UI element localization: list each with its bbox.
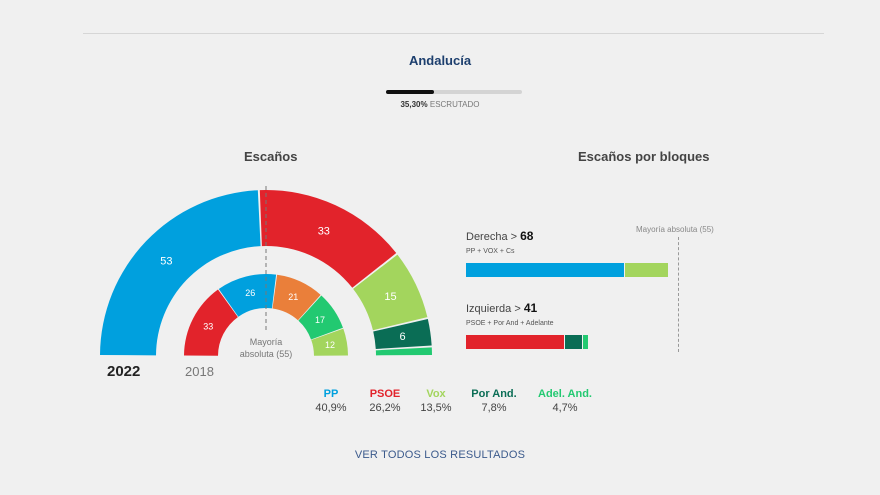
legend-item-vox: Vox 13,5% bbox=[396, 388, 476, 414]
blocks-title: Escaños por bloques bbox=[578, 149, 710, 164]
legend-party-name: PP bbox=[323, 388, 339, 400]
bar-right-segment-pp bbox=[466, 263, 624, 277]
region-title: Andalucía bbox=[408, 53, 472, 68]
hemicycle-2022-segment-pp bbox=[100, 190, 261, 356]
legend-party-pct: 4,7% bbox=[552, 402, 578, 414]
legend-party-pct: 26,2% bbox=[369, 402, 401, 414]
legend-item-pp: PP 40,9% bbox=[291, 388, 371, 414]
bar-left-segment-psoe bbox=[466, 335, 564, 349]
hemicycle-2018-seat-label-psoe: 33 bbox=[203, 321, 213, 331]
block-right-members: PP + VOX + Cs bbox=[466, 248, 515, 255]
hemicycle-majority-label-line-2: absoluta (55) bbox=[240, 349, 293, 359]
legend-item-por-and: Por And. 7,8% bbox=[454, 388, 534, 414]
legend-party-name: Adel. And. bbox=[538, 388, 592, 400]
hemicycle-2022-segment-psoe bbox=[259, 190, 397, 288]
block-left-members: PSOE + Por And + Adelante bbox=[466, 320, 554, 327]
hemicycle-2018-seat-label-cs: 21 bbox=[288, 292, 298, 302]
block-left-label: Izquierda > 41 bbox=[466, 301, 538, 315]
hemicycle-2018-segment-psoe bbox=[184, 289, 238, 356]
legend-party-pct: 7,8% bbox=[481, 402, 507, 414]
legend-item-adel-and: Adel. And. 4,7% bbox=[525, 388, 605, 414]
hemicycle-majority-label-line-1: Mayoría bbox=[250, 337, 283, 347]
block-right-name: Derecha bbox=[466, 231, 508, 243]
legend-party-name: Vox bbox=[426, 388, 446, 400]
hemicycle-2022-segment-vox bbox=[353, 254, 428, 331]
blocks-majority-label: Mayoría absoluta (55) bbox=[636, 225, 714, 234]
all-results-link[interactable]: VER TODOS LOS RESULTADOS bbox=[354, 449, 526, 461]
hemicycle-2022-seat-label-psoe: 33 bbox=[318, 226, 330, 238]
block-left-name: Izquierda bbox=[466, 303, 512, 315]
legend-item-psoe: PSOE 26,2% bbox=[345, 388, 425, 414]
hemicycle-2022-seat-label-vox: 15 bbox=[384, 291, 396, 303]
legend-party-pct: 13,5% bbox=[420, 402, 452, 414]
hemicycle-2018-seat-label-pp: 26 bbox=[245, 288, 255, 298]
legend-party-name: PSOE bbox=[369, 388, 401, 400]
legend-party-name: Por And. bbox=[471, 388, 517, 400]
hemicycle-2018-seat-label-adelante: 17 bbox=[315, 315, 325, 325]
block-right-label: Derecha > 68 bbox=[466, 229, 534, 243]
blocks-majority-line bbox=[678, 237, 679, 352]
count-progress-bar bbox=[386, 90, 522, 94]
bar-left-segment-adel-and bbox=[582, 335, 588, 349]
block-left-total: 41 bbox=[523, 301, 538, 315]
year-previous: 2018 bbox=[185, 364, 214, 379]
count-progress-value: 35,30% bbox=[400, 100, 428, 109]
hemicycle-2022-segment-adel-and bbox=[375, 347, 432, 356]
legend-party-pct: 40,9% bbox=[315, 402, 347, 414]
hemicycle-2018-segment-cs bbox=[272, 274, 321, 321]
count-progress-label: 35,30% ESCRUTADO bbox=[0, 100, 880, 109]
hemicycle-2022-seat-label-pp: 53 bbox=[160, 255, 172, 267]
hemicycle-2022-seat-label-por-and: 6 bbox=[400, 331, 406, 343]
hemicycle-2018-segment-vox bbox=[311, 328, 348, 356]
bar-left-segment-por-and bbox=[564, 335, 582, 349]
count-progress-text: ESCRUTADO bbox=[429, 100, 480, 109]
block-right-total: 68 bbox=[520, 229, 534, 243]
top-divider bbox=[83, 33, 824, 34]
hemicycle-2018-seat-label-vox: 12 bbox=[325, 340, 335, 350]
bar-right-segment-vox bbox=[624, 263, 669, 277]
count-progress-fill bbox=[386, 90, 434, 94]
hemicycle-2022-segment-por-and bbox=[373, 319, 432, 350]
hemicycle-2018-segment-adelante bbox=[298, 295, 343, 340]
year-current: 2022 bbox=[107, 363, 141, 380]
hemicycle-2018-segment-pp bbox=[218, 273, 277, 317]
seats-title: Escaños bbox=[244, 149, 298, 164]
